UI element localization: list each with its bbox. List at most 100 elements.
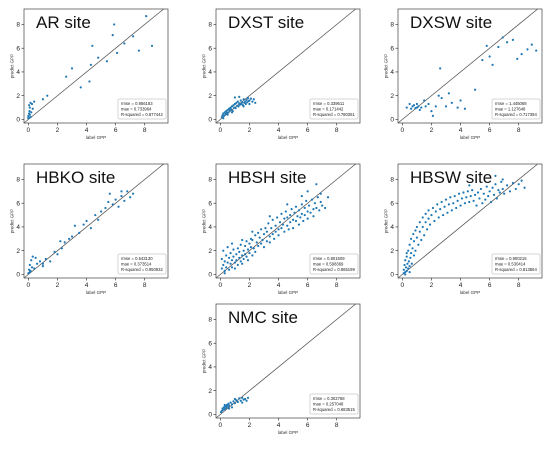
scatter-panel: 0 2 4 6 8 0 2 4 6 8 label GPP predict GPP rmse = 0.9… (382, 160, 550, 298)
data-point (241, 254, 244, 257)
data-point (318, 209, 321, 212)
data-point (424, 212, 427, 215)
x-axis-label: label GPP (460, 135, 480, 140)
data-point (511, 38, 515, 41)
stats-box (491, 98, 541, 120)
data-point (28, 270, 31, 274)
data-point (463, 107, 467, 110)
data-point (476, 191, 480, 194)
data-point (412, 254, 416, 257)
data-point (44, 257, 47, 261)
data-point (530, 43, 533, 46)
panel-title: AR site (36, 13, 91, 32)
scatter-plot-svg: 0 2 4 6 8 0 2 4 6 8 label GPP predict GPP rmse = 0.9… (384, 163, 543, 295)
data-point (495, 197, 499, 200)
reference-line (23, 8, 164, 124)
data-point (30, 266, 34, 269)
scatter-plot-svg: 0 2 4 6 8 0 2 4 6 8 label GPP predict GPP rmse = 1.4… (384, 8, 543, 140)
y-tick-label: 0 (16, 272, 20, 279)
data-point (280, 212, 283, 215)
data-point (511, 181, 515, 185)
panel-title: HBSH site (228, 168, 307, 187)
data-point (41, 265, 45, 268)
x-tick-label: 8 (335, 127, 339, 134)
data-point (233, 402, 237, 405)
data-point (257, 244, 260, 248)
data-point (251, 100, 254, 103)
stats-line: rmse = 1.445068 (495, 101, 527, 106)
data-point (315, 206, 318, 210)
data-point (415, 236, 419, 239)
x-tick-label: 0 (27, 282, 31, 289)
data-point (249, 97, 253, 100)
data-point (235, 253, 238, 256)
y-tick-label: 4 (16, 69, 20, 76)
data-point (233, 261, 237, 264)
x-tick-label: 6 (306, 422, 310, 429)
data-point (535, 49, 538, 52)
x-axis-label: label GPP (278, 430, 298, 435)
data-point (222, 117, 225, 120)
data-point (126, 190, 129, 193)
data-point (236, 263, 239, 267)
data-point (431, 206, 435, 210)
data-point (487, 194, 490, 198)
data-point (241, 101, 244, 104)
data-point (223, 403, 226, 407)
data-point (222, 112, 225, 115)
data-point (402, 272, 405, 275)
data-point (246, 96, 250, 100)
scatter-plot-svg: 0 2 4 6 8 0 2 4 6 8 label GPP predict GPP rmse = 0.8… (202, 163, 361, 295)
data-point (491, 63, 494, 66)
data-point (520, 179, 523, 182)
data-point (421, 216, 424, 219)
data-point (105, 60, 109, 63)
data-point (108, 192, 111, 195)
data-point (251, 254, 254, 257)
data-point (104, 206, 107, 210)
data-point (293, 211, 296, 214)
data-point (56, 253, 59, 256)
data-point (239, 399, 242, 402)
data-point (245, 255, 248, 258)
stats-box (309, 98, 359, 120)
data-point (229, 251, 232, 255)
data-point (489, 200, 493, 204)
data-point (245, 98, 248, 101)
data-point (296, 215, 299, 218)
reference-line (397, 163, 538, 279)
reference-line (23, 163, 164, 279)
stats-line: mae = 0.257048 (313, 402, 344, 407)
data-point (265, 240, 269, 243)
data-point (238, 397, 241, 400)
data-point (222, 249, 225, 252)
data-point (425, 228, 429, 231)
y-tick-label: 4 (390, 224, 394, 231)
data-point (219, 410, 223, 414)
data-point (494, 174, 497, 177)
scatter-plot-svg: 0 2 4 6 8 0 2 4 6 8 label GPP predict GPP rmse = 0.3… (202, 8, 361, 140)
data-point (27, 272, 30, 275)
data-point (287, 228, 290, 231)
x-tick-label: 2 (248, 282, 252, 289)
axes-frame (23, 163, 169, 279)
data-point (447, 92, 451, 95)
data-point (411, 247, 414, 250)
x-axis-label: label GPP (460, 290, 480, 295)
data-point (290, 208, 293, 211)
data-point (115, 51, 119, 55)
data-point (120, 190, 123, 193)
data-point (243, 244, 247, 248)
y-axis-label: predict GPP (202, 209, 207, 233)
data-point (224, 112, 227, 116)
y-tick-label: 0 (208, 117, 212, 124)
x-tick-label: 0 (219, 282, 223, 289)
scatter-panel: 0 2 4 6 8 0 2 4 6 8 label GPP predict GPP rmse = 0.3… (200, 300, 370, 438)
data-point (230, 403, 234, 406)
panel-title: NMC site (228, 308, 298, 327)
data-point (27, 117, 30, 120)
data-point (49, 260, 52, 263)
data-point (99, 210, 103, 213)
data-point (404, 259, 407, 262)
y-axis-label: predict GPP (384, 54, 389, 78)
